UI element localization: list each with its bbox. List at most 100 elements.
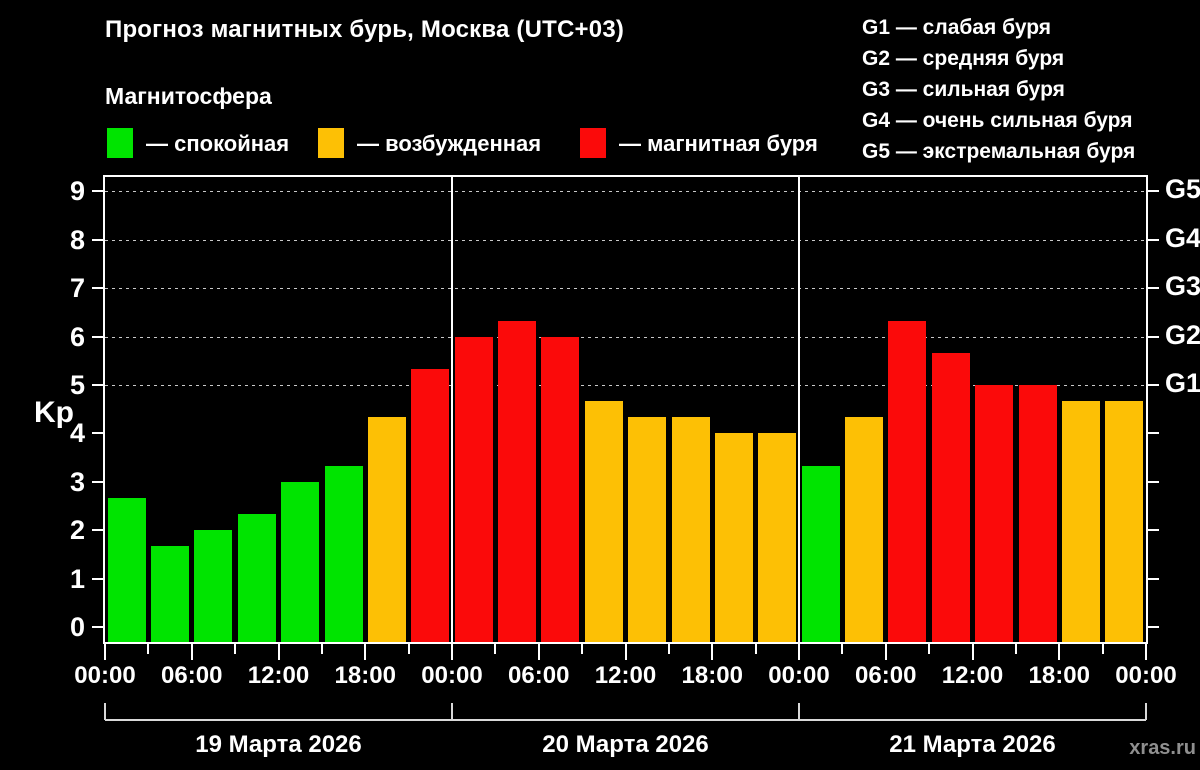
y-tick-label: 6 — [69, 321, 85, 352]
x-tick — [928, 644, 931, 654]
gridline — [105, 385, 1146, 386]
g-level-label: G2 — [1165, 319, 1200, 350]
legend-swatch-quiet — [107, 128, 133, 158]
x-tick — [667, 644, 670, 654]
x-tick — [320, 644, 323, 654]
y-tick — [92, 626, 103, 628]
y-tick — [92, 238, 103, 241]
g4-label: — очень сильная буря — [890, 109, 1133, 132]
bar — [281, 481, 320, 642]
date-label: 20 Марта 2026 — [542, 731, 709, 758]
g-legend-row-g3: G3 — сильная буря — [862, 74, 1135, 105]
x-tick — [451, 644, 453, 660]
bracket-tick — [1145, 703, 1147, 720]
x-tick-label: 00:00 — [74, 662, 136, 689]
right-tick — [1148, 384, 1159, 386]
bar — [1018, 385, 1057, 642]
g-legend-row-g5: G5 — экстремальная буря — [862, 136, 1135, 167]
y-tick-label: 0 — [69, 612, 85, 642]
legend-label-excited: — возбужденная — [357, 131, 542, 156]
x-tick-label: 18:00 — [334, 662, 396, 689]
right-tick — [1148, 529, 1159, 532]
x-tick-label: 06:00 — [508, 662, 570, 689]
bar — [975, 385, 1014, 642]
bar — [541, 336, 580, 642]
g1-code: G1 — [862, 16, 891, 39]
x-tick-label: 06:00 — [161, 662, 223, 689]
bar — [1105, 400, 1144, 642]
gridline — [105, 336, 1146, 338]
x-tick — [407, 644, 410, 654]
g-legend-row-g4: G4 — очень сильная буря — [862, 105, 1135, 136]
day-bracket — [105, 719, 1146, 721]
x-tick — [1058, 644, 1061, 660]
x-tick-label: 12:00 — [594, 662, 657, 689]
x-tick-label: 12:00 — [247, 662, 310, 689]
bar — [888, 320, 927, 642]
x-tick — [798, 644, 800, 660]
bar — [367, 417, 406, 642]
g3-code: G3 — [862, 78, 891, 101]
y-tick-label: 4 — [69, 418, 85, 449]
bar — [1061, 400, 1100, 642]
x-tick — [147, 644, 150, 654]
y-tick — [92, 432, 103, 435]
bar — [411, 369, 450, 642]
bar — [628, 417, 667, 642]
bar — [801, 465, 840, 642]
x-tick — [104, 644, 106, 660]
plot-border — [103, 175, 1148, 644]
bar — [758, 433, 797, 642]
x-tick — [624, 644, 627, 660]
y-axis-title: Kp — [34, 396, 74, 429]
day-separator — [451, 177, 453, 642]
legend-label-storm: — магнитная буря — [619, 131, 818, 156]
bar — [237, 514, 276, 642]
bar — [671, 417, 710, 642]
bar — [845, 417, 884, 642]
bar — [584, 400, 623, 642]
g2-label: — средняя буря — [890, 47, 1065, 70]
chart-title: Прогноз магнитных бурь, Москва (UTC+03) — [105, 16, 625, 43]
x-tick — [277, 644, 280, 660]
right-tick — [1148, 432, 1159, 435]
right-tick — [1148, 287, 1159, 290]
bar — [324, 465, 363, 642]
watermark: xras.ru — [1129, 737, 1196, 759]
y-tick — [92, 480, 103, 483]
g-level-label: G1 — [1165, 368, 1200, 398]
bar — [931, 352, 970, 642]
x-tick — [841, 644, 844, 654]
y-tick-label: 7 — [69, 273, 85, 304]
g-legend-row-g2: G2 — средняя буря — [862, 43, 1135, 74]
gridline — [105, 191, 1146, 193]
bar — [454, 336, 493, 642]
g3-label: — сильная буря — [890, 78, 1065, 101]
gridline — [105, 239, 1146, 241]
y-tick — [92, 384, 103, 386]
right-tick — [1148, 626, 1159, 628]
g5-code: G5 — [862, 140, 891, 163]
x-tick-label: 18:00 — [1028, 662, 1090, 689]
x-tick — [234, 644, 237, 654]
legend-swatch-excited — [318, 128, 344, 158]
bar — [714, 433, 753, 642]
y-tick — [92, 529, 103, 532]
y-tick — [92, 335, 103, 338]
x-tick — [1014, 644, 1017, 654]
gridline — [105, 288, 1146, 290]
x-tick — [1145, 644, 1147, 660]
magnetosphere-label: Магнитосфера — [105, 83, 272, 109]
y-tick — [92, 577, 103, 580]
right-tick — [1148, 335, 1159, 338]
g-scale-legend: G1 — слабая буря G2 — средняя буря G3 — … — [862, 12, 1135, 167]
y-tick-label: 3 — [69, 466, 85, 497]
y-tick — [92, 190, 103, 193]
bracket-tick — [104, 703, 106, 720]
x-tick-label: 00:00 — [1115, 662, 1177, 689]
x-tick — [537, 644, 540, 660]
right-tick — [1148, 577, 1159, 580]
x-tick — [190, 644, 193, 660]
y-tick-label: 8 — [69, 224, 85, 255]
